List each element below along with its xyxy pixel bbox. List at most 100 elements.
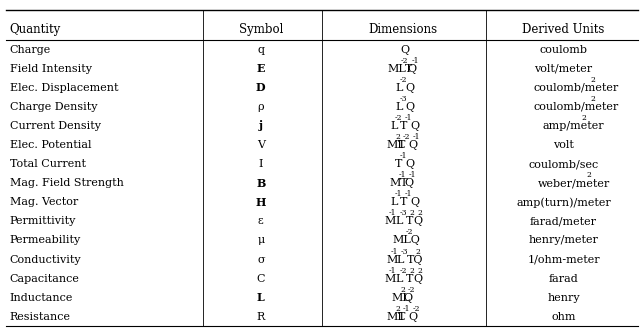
Text: j: j [259, 120, 263, 132]
Text: ML: ML [392, 293, 410, 303]
Text: L: L [397, 254, 404, 264]
Text: D: D [256, 82, 265, 93]
Text: H: H [256, 197, 266, 208]
Text: -1: -1 [399, 152, 407, 160]
Text: coulomb: coulomb [540, 45, 587, 55]
Text: -2: -2 [406, 228, 413, 236]
Text: Permeability: Permeability [10, 235, 81, 245]
Text: 2: 2 [591, 76, 595, 84]
Text: T: T [395, 159, 402, 169]
Text: T: T [401, 197, 408, 207]
Text: M: M [384, 274, 396, 284]
Text: T: T [398, 140, 405, 150]
Text: L: L [395, 102, 402, 112]
Text: -3: -3 [399, 209, 407, 217]
Text: 2: 2 [417, 267, 422, 275]
Text: -1: -1 [394, 190, 402, 198]
Text: -2: -2 [413, 305, 421, 313]
Text: coulomb/meter: coulomb/meter [533, 102, 619, 112]
Text: -1: -1 [389, 209, 397, 217]
Text: B: B [256, 177, 265, 189]
Text: Mag. Vector: Mag. Vector [10, 197, 78, 207]
Text: 1/ohm-meter: 1/ohm-meter [527, 254, 600, 264]
Text: 2: 2 [586, 171, 591, 179]
Text: -1: -1 [389, 267, 397, 275]
Text: Q: Q [411, 197, 420, 207]
Text: farad/meter: farad/meter [530, 216, 597, 226]
Text: Q: Q [401, 45, 410, 55]
Text: 2: 2 [591, 95, 595, 103]
Text: -1: -1 [402, 305, 410, 313]
Text: Charge: Charge [10, 45, 51, 55]
Text: V: V [257, 140, 265, 150]
Text: R: R [257, 312, 265, 322]
Text: L: L [395, 216, 402, 226]
Text: -3: -3 [401, 247, 409, 255]
Text: henry: henry [547, 293, 580, 303]
Text: 2: 2 [417, 209, 422, 217]
Text: Q: Q [411, 121, 420, 131]
Text: Conductivity: Conductivity [10, 254, 81, 264]
Text: Q: Q [404, 178, 414, 188]
Text: coulomb/meter: coulomb/meter [533, 83, 619, 93]
Text: M: M [384, 216, 396, 226]
Text: Total Current: Total Current [10, 159, 86, 169]
Text: Capacitance: Capacitance [10, 274, 80, 284]
Text: volt: volt [553, 140, 574, 150]
Text: ohm: ohm [551, 312, 576, 322]
Text: T: T [401, 121, 408, 131]
Text: I: I [259, 159, 263, 169]
Text: q: q [258, 45, 264, 55]
Text: σ: σ [257, 254, 265, 264]
Text: -1: -1 [412, 57, 419, 65]
Text: henry/meter: henry/meter [529, 235, 598, 245]
Text: -2: -2 [399, 267, 407, 275]
Text: Q: Q [408, 312, 417, 322]
Text: 2: 2 [400, 286, 405, 294]
Text: C: C [256, 274, 265, 284]
Text: MLQ: MLQ [393, 235, 421, 245]
Text: ML: ML [386, 312, 405, 322]
Text: L: L [257, 292, 265, 303]
Text: -2: -2 [399, 76, 407, 84]
Text: -1: -1 [391, 247, 398, 255]
Text: Permittivity: Permittivity [10, 216, 76, 226]
Text: 2: 2 [582, 114, 587, 122]
Text: ML: ML [386, 140, 405, 150]
Text: L: L [395, 274, 402, 284]
Text: amp(turn)/meter: amp(turn)/meter [516, 197, 611, 207]
Text: Mag. Field Strength: Mag. Field Strength [10, 178, 124, 188]
Text: MLT: MLT [388, 64, 413, 74]
Text: 2: 2 [410, 209, 415, 217]
Text: -2: -2 [394, 114, 402, 122]
Text: -1: -1 [404, 114, 412, 122]
Text: Q: Q [403, 293, 412, 303]
Text: Elec. Displacement: Elec. Displacement [10, 83, 118, 93]
Text: Q: Q [407, 64, 416, 74]
Text: Q: Q [406, 159, 415, 169]
Text: Inductance: Inductance [10, 293, 73, 303]
Text: ε: ε [258, 216, 263, 226]
Text: TQ: TQ [407, 254, 424, 264]
Text: Field Intensity: Field Intensity [10, 64, 91, 74]
Text: Charge Density: Charge Density [10, 102, 97, 112]
Text: -2: -2 [402, 133, 410, 141]
Text: Quantity: Quantity [10, 23, 61, 36]
Text: -1: -1 [409, 171, 417, 179]
Text: -3: -3 [399, 95, 407, 103]
Text: Dimensions: Dimensions [368, 23, 437, 36]
Text: MT: MT [390, 178, 409, 188]
Text: 2: 2 [395, 305, 400, 313]
Text: -2: -2 [401, 57, 408, 65]
Text: Q: Q [413, 216, 422, 226]
Text: Derived Units: Derived Units [522, 23, 605, 36]
Text: T: T [406, 274, 413, 284]
Text: 2: 2 [410, 267, 415, 275]
Text: μ: μ [257, 235, 265, 245]
Text: L: L [395, 83, 402, 93]
Text: L: L [390, 121, 397, 131]
Text: Elec. Potential: Elec. Potential [10, 140, 91, 150]
Text: M: M [386, 254, 397, 264]
Text: -1: -1 [404, 190, 412, 198]
Text: T: T [398, 312, 405, 322]
